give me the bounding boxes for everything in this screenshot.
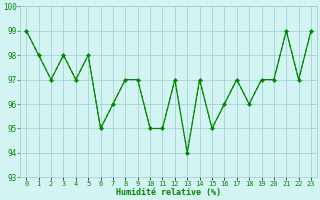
X-axis label: Humidité relative (%): Humidité relative (%) [116, 188, 221, 197]
